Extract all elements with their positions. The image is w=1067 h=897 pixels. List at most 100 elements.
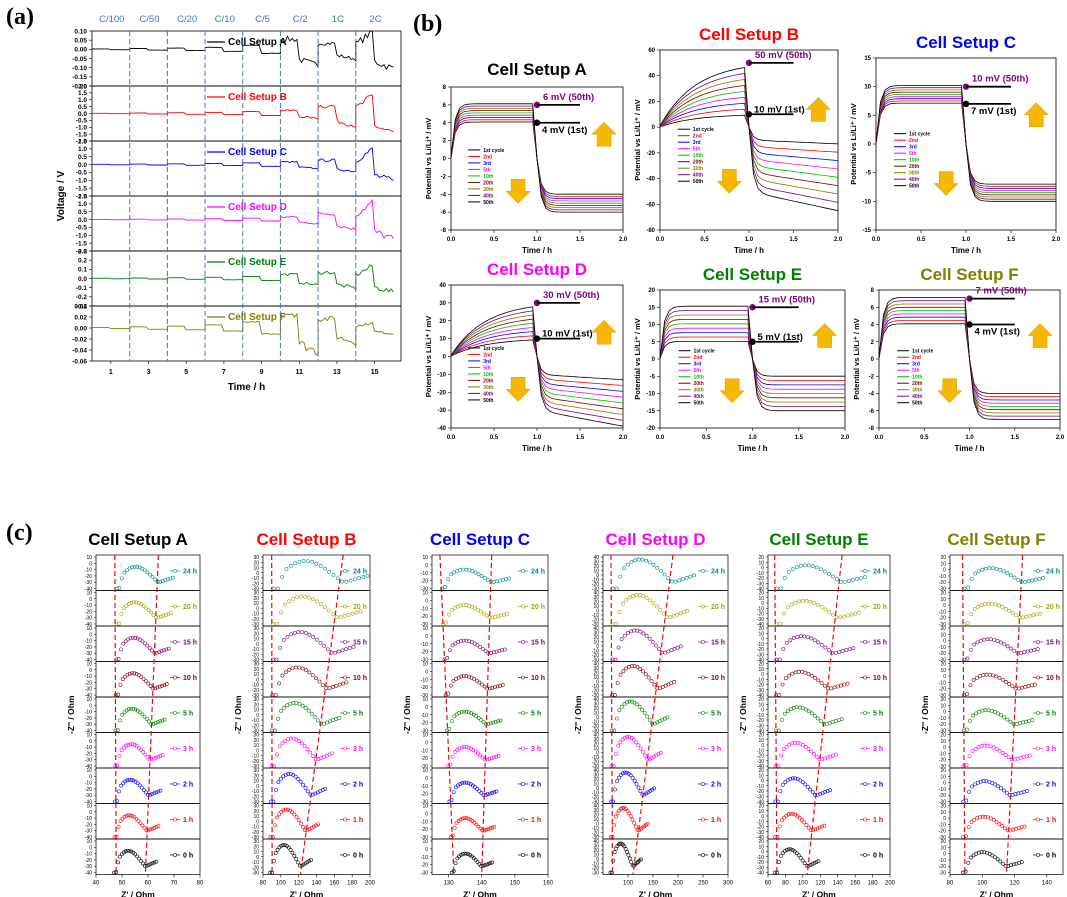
legend-marker xyxy=(343,782,347,786)
eis-point xyxy=(986,708,991,713)
eis-point xyxy=(808,863,813,867)
eis-point xyxy=(293,774,298,779)
eis-point xyxy=(292,630,297,635)
eis-point xyxy=(147,646,152,650)
eis-point xyxy=(464,674,469,679)
eis-point xyxy=(644,791,649,796)
eis-point xyxy=(154,790,159,795)
y-axis-label: -Z'' / Ohm xyxy=(738,695,748,734)
eis-point xyxy=(302,744,307,749)
eis-point xyxy=(629,860,634,864)
eis-point xyxy=(150,826,155,831)
eis-point xyxy=(629,629,633,634)
legend-marker xyxy=(1036,711,1040,715)
y-tick-label: -10 xyxy=(252,860,259,866)
y-tick-label: -10 xyxy=(592,649,599,655)
legend-label: 30th xyxy=(483,385,493,391)
eis-point xyxy=(652,786,657,791)
y-tick-label: 0 xyxy=(943,781,946,787)
eis-point xyxy=(136,745,141,750)
y-tick-label: -40 xyxy=(646,177,655,183)
eis-point xyxy=(134,600,139,605)
subplot-title: Cell Setup F xyxy=(920,265,1018,284)
y-tick-label: -20 xyxy=(939,793,946,799)
eis-point xyxy=(160,579,165,583)
eis-point xyxy=(786,569,791,574)
eis-point xyxy=(140,566,145,571)
y-tick-label: -10 xyxy=(757,819,764,825)
eis-point xyxy=(1000,750,1005,755)
y-tick-label: 20 xyxy=(253,560,259,566)
eis-point xyxy=(620,771,625,776)
eis-point xyxy=(461,603,466,607)
x-tick-label: 160 xyxy=(329,881,340,887)
legend-label: 5th xyxy=(693,147,701,153)
eis-point xyxy=(838,615,843,620)
eis-point xyxy=(780,782,785,787)
eis-point xyxy=(283,772,288,777)
y-tick-label: 20 xyxy=(940,591,946,597)
subplot-name: Cell Setup C xyxy=(228,147,287,158)
legend-label: 3rd xyxy=(483,161,491,167)
eis-point xyxy=(490,860,495,865)
eis-point xyxy=(623,846,628,851)
y-tick-label: -10 xyxy=(939,787,946,793)
eis-point xyxy=(815,716,820,721)
eis-point xyxy=(809,636,814,641)
y-tick-label: 10 xyxy=(86,839,92,845)
eis-point xyxy=(476,716,481,720)
eis-point xyxy=(793,600,798,605)
legend-label: 3 h xyxy=(353,746,363,753)
y-tick-label: -10 xyxy=(85,710,92,716)
legend-label: 24 h xyxy=(531,568,545,575)
eis-point xyxy=(1020,685,1024,690)
legend-label: 1st cycle xyxy=(912,349,933,355)
y-tick-label: 30 xyxy=(253,626,259,632)
eis-point xyxy=(658,751,663,755)
eis-point xyxy=(273,693,278,697)
x-tick-label: 0.0 xyxy=(656,435,665,441)
eis-point xyxy=(1016,577,1020,582)
eis-point xyxy=(158,754,163,758)
eis-point xyxy=(297,702,302,706)
legend-label: 40th xyxy=(693,173,703,179)
panel-label-b: (b) xyxy=(413,11,443,37)
eis-point xyxy=(638,629,643,634)
eis-point xyxy=(991,566,995,571)
eis-point xyxy=(834,615,839,620)
eis-point xyxy=(781,647,786,651)
y-tick-label: -30 xyxy=(939,800,946,806)
eis-point xyxy=(1000,677,1005,682)
y-tick-label: 40 xyxy=(648,74,655,80)
x-tick-label: 1.5 xyxy=(789,237,798,243)
eis-point xyxy=(966,585,970,590)
y-tick-label: 40 xyxy=(593,839,599,845)
eis-row-frame xyxy=(949,838,1064,875)
eis-point xyxy=(842,682,847,687)
r1-guide-line xyxy=(1005,554,1024,875)
y-tick-label: 30 xyxy=(253,768,259,774)
label-1st: 10 mV (1st) xyxy=(542,329,593,340)
eis-point xyxy=(144,605,149,610)
eis-point xyxy=(640,750,645,754)
eis-point xyxy=(628,773,633,778)
y-tick-label: -10 xyxy=(421,819,428,825)
y-tick-label: 10 xyxy=(648,323,655,329)
eis-point xyxy=(489,756,494,761)
y-tick-label: -20 xyxy=(252,617,259,623)
eis-point xyxy=(780,851,785,856)
eis-point xyxy=(1006,864,1011,868)
eis-point xyxy=(453,785,458,790)
eis-point xyxy=(315,718,320,723)
eis-point xyxy=(118,682,123,687)
eis-point xyxy=(350,611,355,616)
eis-point xyxy=(795,814,800,818)
eis-point xyxy=(275,847,280,852)
eis-point xyxy=(305,828,310,833)
eis-point xyxy=(348,578,353,583)
eis-point xyxy=(774,586,779,591)
eis-point xyxy=(280,574,285,579)
eis-point xyxy=(668,615,673,620)
eis-point xyxy=(800,858,805,863)
eis-point xyxy=(813,827,818,832)
